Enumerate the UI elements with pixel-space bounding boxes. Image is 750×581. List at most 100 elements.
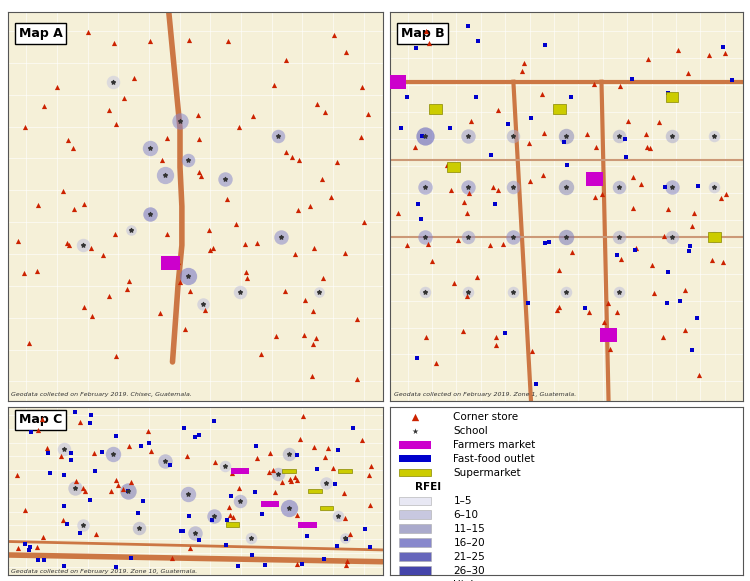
Point (221, 194, 233, 203)
Point (137, 496, 149, 505)
Text: 26–30: 26–30 (454, 566, 485, 576)
Point (135, 441, 147, 450)
Point (221, 516, 233, 525)
Point (22, 546, 34, 555)
Point (524, 139, 536, 148)
Point (635, 180, 647, 189)
Text: Corner store: Corner store (454, 412, 518, 422)
Point (70, 476, 82, 485)
Point (256, 509, 268, 518)
Point (98, 251, 109, 260)
Point (255, 350, 267, 359)
Point (174, 116, 186, 125)
Point (313, 287, 325, 296)
Point (461, 287, 473, 296)
Point (604, 344, 616, 353)
Point (610, 307, 622, 317)
Point (196, 299, 208, 308)
Point (666, 182, 678, 192)
Point (142, 426, 154, 435)
Text: Geodata collected on February 2019. Chisec, Guatemala.: Geodata collected on February 2019. Chis… (11, 392, 192, 397)
Point (145, 446, 157, 455)
Point (69, 483, 81, 492)
Text: RFEI: RFEI (415, 482, 441, 492)
Point (339, 533, 351, 543)
Point (110, 562, 122, 572)
Point (118, 93, 130, 102)
Point (122, 285, 134, 294)
Point (311, 99, 323, 109)
Point (440, 160, 452, 169)
Point (112, 480, 125, 490)
Point (560, 233, 572, 242)
Point (280, 148, 292, 157)
Point (62, 135, 74, 145)
Point (240, 267, 252, 277)
Point (289, 472, 301, 482)
Point (492, 185, 504, 195)
Point (230, 220, 242, 229)
Point (268, 80, 280, 89)
Point (122, 486, 134, 496)
Point (89, 467, 101, 476)
Point (444, 124, 456, 133)
Bar (399, 469, 430, 476)
Point (620, 152, 632, 162)
Point (224, 510, 236, 519)
Point (703, 51, 715, 60)
Point (301, 531, 313, 540)
Point (629, 245, 641, 254)
Point (179, 325, 191, 334)
Point (69, 407, 81, 417)
Point (219, 174, 231, 184)
Point (419, 131, 431, 141)
Point (219, 461, 231, 471)
Point (718, 258, 730, 267)
Point (69, 483, 81, 492)
Point (614, 131, 626, 141)
Point (471, 273, 483, 282)
Point (688, 208, 700, 217)
Point (686, 345, 698, 354)
Point (717, 42, 729, 51)
Point (55, 451, 67, 461)
Point (91, 529, 103, 538)
Point (356, 82, 368, 91)
Point (183, 511, 195, 521)
Point (25, 428, 37, 437)
Point (109, 229, 121, 239)
Point (76, 241, 88, 250)
Point (561, 160, 573, 170)
Point (692, 181, 704, 191)
Point (182, 155, 194, 164)
Text: Geodata collected on February 2019. Zone 10, Guatemala.: Geodata collected on February 2019. Zone… (11, 568, 197, 573)
Point (682, 68, 694, 77)
Point (325, 193, 337, 202)
Point (247, 111, 259, 120)
Point (65, 449, 77, 458)
Point (269, 487, 281, 497)
Point (86, 311, 98, 320)
Bar (399, 497, 430, 505)
Point (538, 238, 550, 248)
Point (275, 233, 287, 242)
Point (358, 217, 370, 227)
Point (646, 260, 658, 270)
Point (419, 182, 431, 192)
Point (590, 142, 602, 152)
Point (331, 541, 343, 551)
Point (124, 553, 136, 562)
Point (122, 486, 134, 496)
Point (524, 113, 536, 123)
Bar (231, 468, 249, 474)
Point (726, 76, 738, 85)
Point (110, 120, 122, 129)
Point (460, 291, 472, 300)
Point (291, 510, 303, 519)
Point (339, 248, 351, 257)
Point (41, 443, 53, 453)
Point (666, 233, 678, 242)
Point (708, 233, 720, 242)
Point (507, 131, 519, 141)
Point (341, 556, 353, 565)
